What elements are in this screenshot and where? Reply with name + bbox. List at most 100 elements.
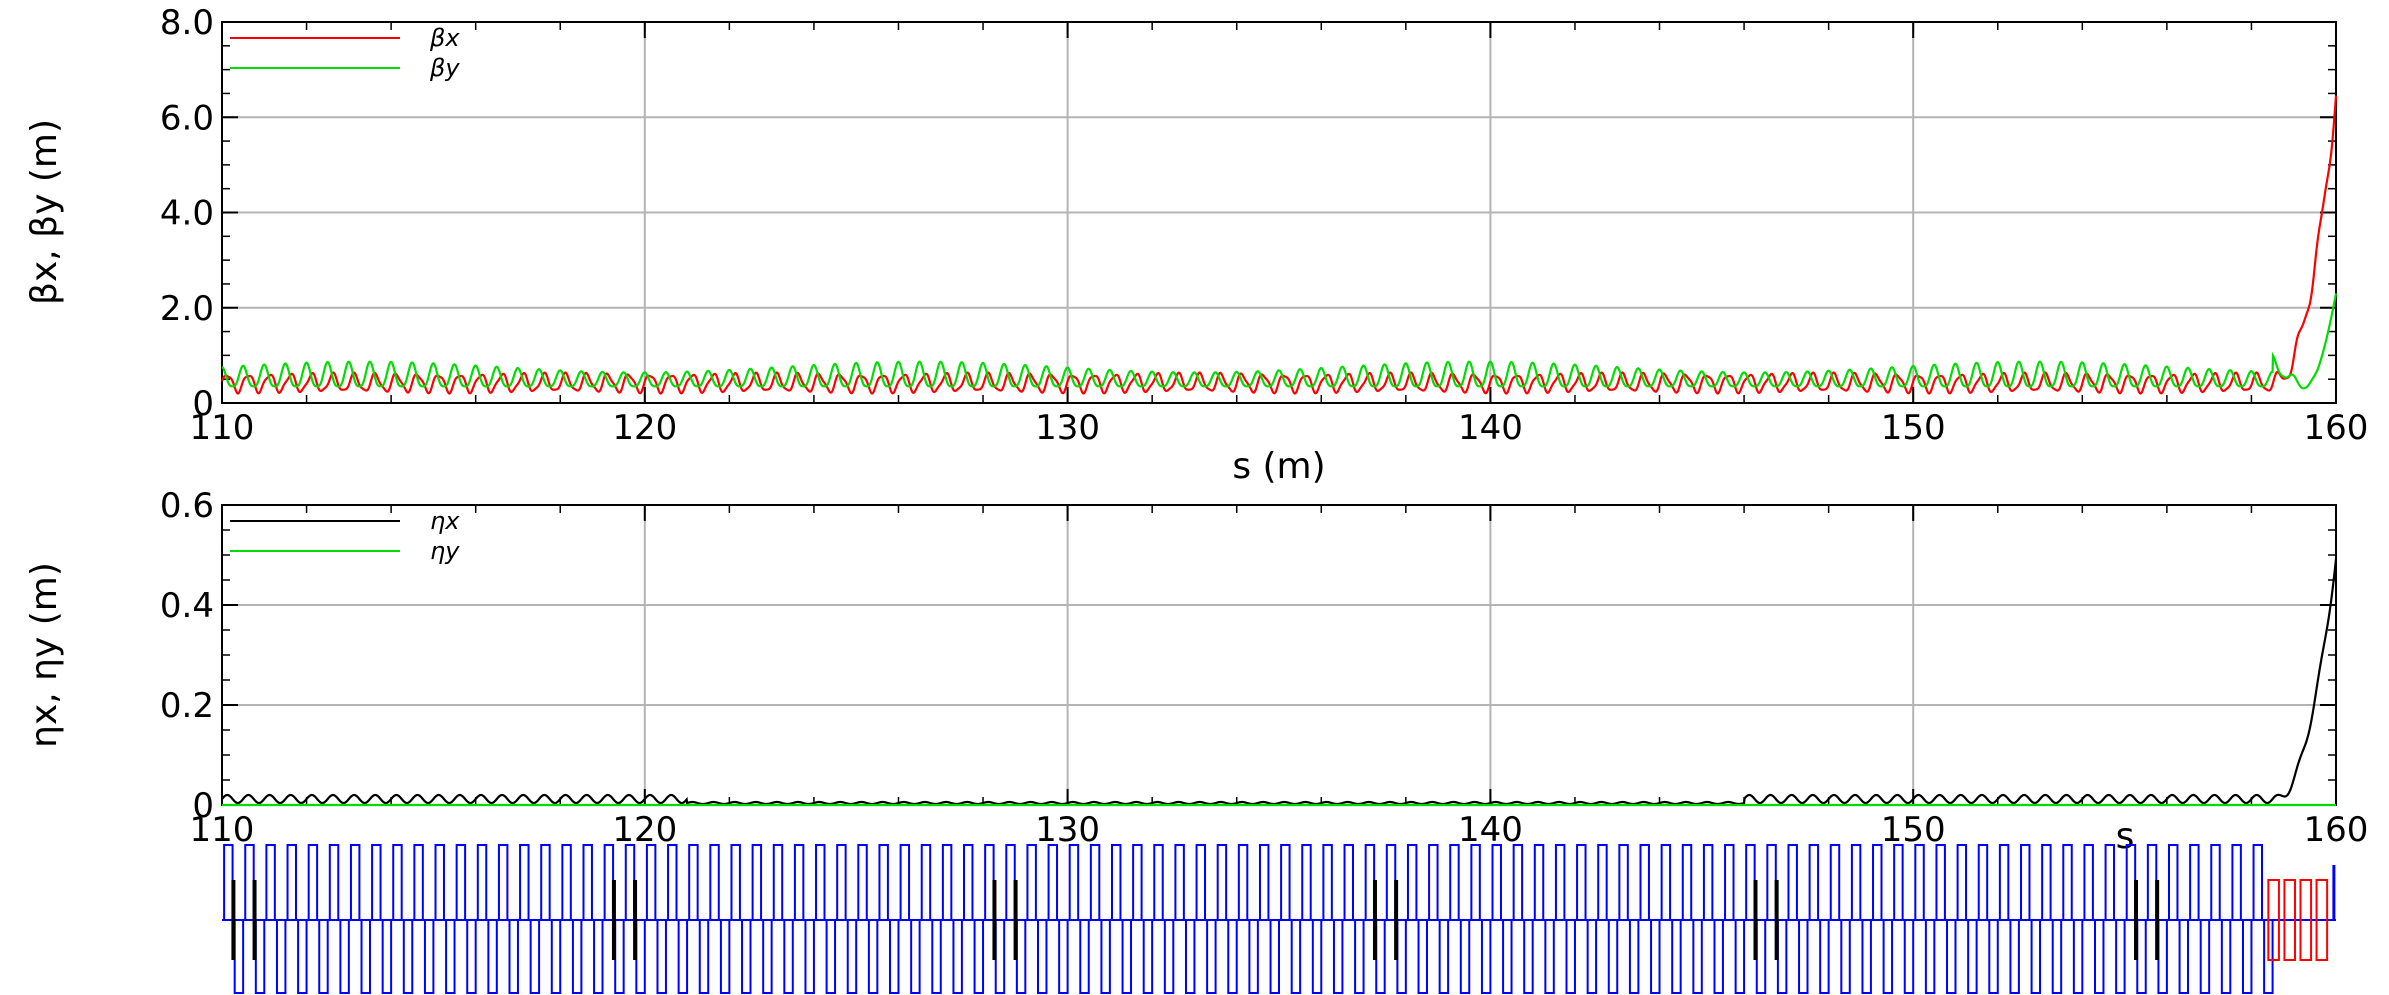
series-line-2 xyxy=(221,293,2338,390)
x-tick-label: 160 xyxy=(2304,408,2369,448)
dipole-down xyxy=(1396,919,1407,994)
dipole-down xyxy=(1480,919,1492,994)
dipole-up xyxy=(392,844,403,921)
dipole-down xyxy=(1502,919,1513,994)
y-tick-label: 0.2 xyxy=(160,686,214,726)
dipole-down xyxy=(762,919,773,994)
dipole-down xyxy=(2009,919,2020,994)
dipole-up xyxy=(751,844,763,921)
dipole-up xyxy=(582,844,593,921)
dipole-up xyxy=(1512,844,1524,921)
dipole-down xyxy=(1206,919,1217,994)
legend-label: ηx xyxy=(430,507,460,535)
dipole-down xyxy=(994,919,1006,994)
dipole-down xyxy=(254,919,266,994)
dipole-up xyxy=(603,844,615,921)
dipole-down xyxy=(1628,919,1640,994)
dipole-up xyxy=(2252,844,2264,921)
dipole-down xyxy=(1079,919,1090,994)
dipole-up xyxy=(2189,844,2200,921)
dipole-down xyxy=(593,919,604,994)
dipole-up xyxy=(328,844,340,921)
dipole-up xyxy=(1724,844,1735,921)
x-tick-label: 110 xyxy=(190,810,255,850)
dipole-down xyxy=(360,919,371,994)
y-tick-label: 4.0 xyxy=(160,194,214,234)
dipole-down xyxy=(275,919,287,994)
x-tick-label: 110 xyxy=(190,408,255,448)
dipole-down xyxy=(1967,919,1978,994)
dipole-down xyxy=(804,919,815,994)
dipole-up xyxy=(1280,844,1291,921)
dipole-up xyxy=(349,844,361,921)
dipole-down xyxy=(783,919,794,994)
dipole-up xyxy=(857,844,868,921)
dipole-down xyxy=(1903,919,1915,994)
quadrupole xyxy=(2283,879,2296,961)
beta-series xyxy=(220,95,2338,395)
y-tick-label: 2.0 xyxy=(160,289,214,329)
dipole-up xyxy=(2104,844,2116,921)
dipole-up xyxy=(2062,844,2073,921)
eta-y-axis-label: ηx, ηy (m) xyxy=(24,562,65,748)
dipole-up xyxy=(920,844,932,921)
legend-label: ηy xyxy=(430,537,460,565)
dipole-down xyxy=(571,919,583,994)
dipole-down xyxy=(2157,919,2168,994)
dipole-up xyxy=(561,844,572,921)
eta-series xyxy=(221,558,2338,807)
dipole-up xyxy=(1702,844,1714,921)
dipole-up xyxy=(793,844,805,921)
dipole-up xyxy=(1935,844,1946,921)
dipole-down xyxy=(423,919,435,994)
dipole-up xyxy=(1681,844,1693,921)
quadrupole xyxy=(2299,879,2313,961)
dipole-up xyxy=(1026,844,1037,921)
dipole-down xyxy=(318,919,329,994)
dipole-up xyxy=(1068,844,1080,921)
dipole-up xyxy=(899,844,911,921)
dipole-down xyxy=(1417,919,1428,994)
dipole-down xyxy=(487,919,498,994)
dipole-up xyxy=(1301,844,1312,921)
dipole-down xyxy=(1924,919,1936,994)
dipole-up xyxy=(1808,844,1820,921)
y-tick-label: 0 xyxy=(192,786,214,826)
dipole-up xyxy=(624,844,636,921)
dipole-up xyxy=(371,844,382,921)
dipole-up xyxy=(878,844,889,921)
legend-label: βy xyxy=(429,54,460,82)
dipole-down xyxy=(297,919,308,994)
dipole-down xyxy=(867,919,879,994)
x-tick-label: 120 xyxy=(612,810,677,850)
dipole-down xyxy=(2094,919,2105,994)
dipole-up xyxy=(1343,844,1354,921)
dipole-up xyxy=(730,844,741,921)
dipole-up xyxy=(1322,844,1333,921)
dipole-up xyxy=(455,844,467,921)
dipole-up xyxy=(1470,844,1481,921)
dipole-up xyxy=(434,844,445,921)
dipole-up xyxy=(286,844,297,921)
dipole-down xyxy=(656,919,667,994)
dipole-down xyxy=(1227,919,1238,994)
dipole-up xyxy=(265,844,276,921)
dipole-up xyxy=(1998,844,2010,921)
dipole-up xyxy=(1787,844,1798,921)
dipole-down xyxy=(889,919,900,994)
dipole-up xyxy=(1237,844,1249,921)
dipole-down xyxy=(1819,919,1830,994)
dipole-up xyxy=(1977,844,1989,921)
x-tick-label: 150 xyxy=(1881,810,1946,850)
dipole-down xyxy=(445,919,456,994)
dipole-down xyxy=(1882,919,1894,994)
dipole-down xyxy=(1354,919,1365,994)
dipole-down xyxy=(1100,919,1111,994)
dipole-down xyxy=(1544,919,1555,994)
dipole-down xyxy=(508,919,519,994)
dipole-down xyxy=(1248,919,1259,994)
dipole-up xyxy=(963,844,974,921)
dipole-down xyxy=(1798,919,1809,994)
dipole-down xyxy=(2115,919,2126,994)
